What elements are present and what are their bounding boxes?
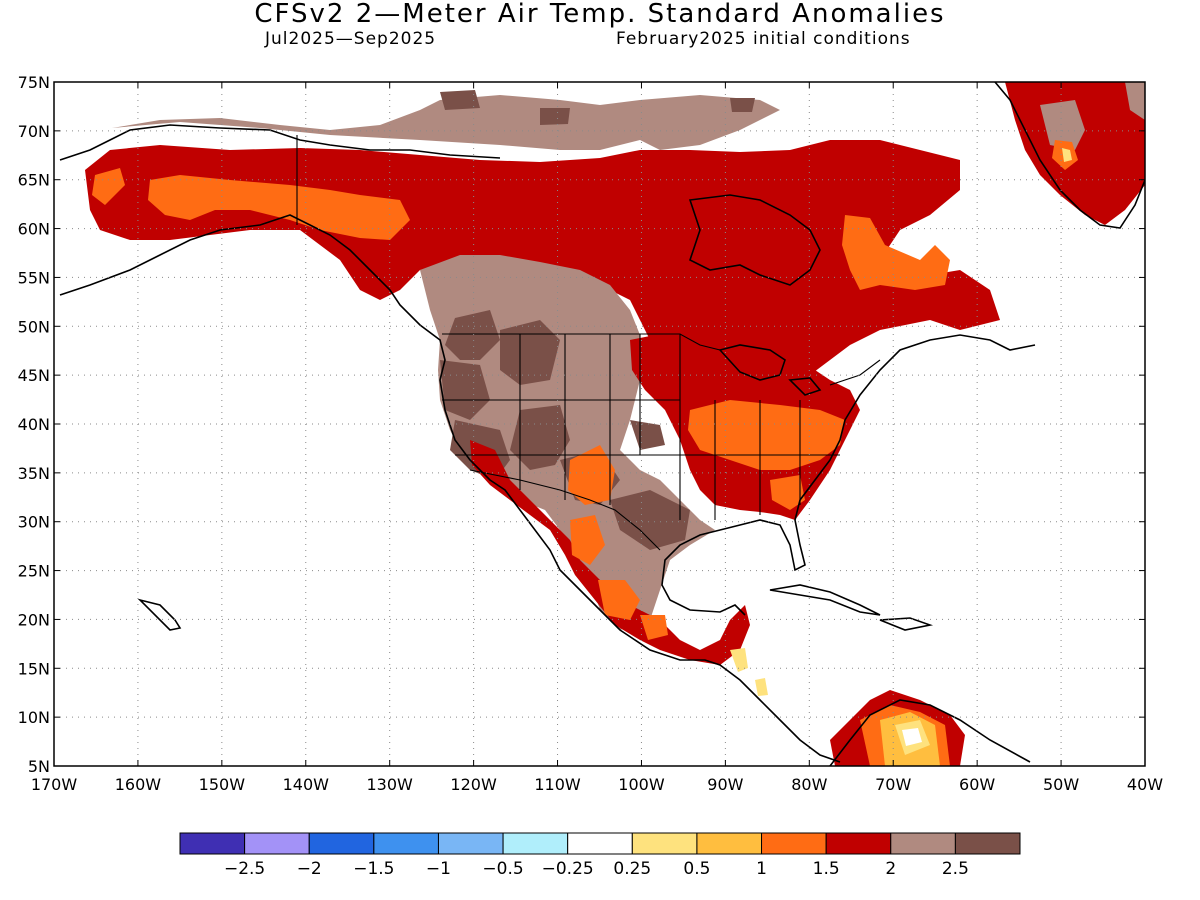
lon-label: 120W bbox=[450, 775, 497, 794]
lon-label: 80W bbox=[791, 775, 827, 794]
shade-sa-white bbox=[902, 728, 922, 746]
lat-label: 25N bbox=[18, 562, 50, 581]
coast-south-america bbox=[829, 699, 1031, 766]
lat-label: 75N bbox=[18, 73, 50, 92]
lon-label: 100W bbox=[618, 775, 665, 794]
coast-hispaniola bbox=[879, 617, 934, 631]
colorbar-label: −2 bbox=[297, 859, 322, 879]
lat-label: 40N bbox=[18, 415, 50, 434]
colorbar bbox=[179, 832, 1021, 855]
lat-label: 45N bbox=[18, 366, 50, 385]
colorbar-swatch bbox=[373, 832, 439, 855]
shade-greenland-yellow bbox=[1062, 148, 1072, 162]
colorbar-swatch bbox=[631, 832, 698, 855]
lat-label: 50N bbox=[18, 317, 50, 336]
coast-arctic bbox=[59, 124, 501, 161]
map-title: CFSv2 2—Meter Air Temp. Standard Anomali… bbox=[254, 0, 946, 29]
colorbar-label: −0.5 bbox=[482, 859, 523, 879]
colorbar-swatch bbox=[761, 832, 827, 855]
shade-arctic-brown bbox=[440, 90, 755, 125]
coastlines bbox=[59, 82, 1145, 766]
state-lines bbox=[442, 334, 840, 520]
colorbar-swatch bbox=[890, 832, 956, 855]
shade-greenland-taupe bbox=[1040, 82, 1145, 150]
anomaly-shading bbox=[85, 82, 1145, 766]
colorbar-swatch bbox=[244, 832, 310, 855]
coast-alaska bbox=[59, 214, 841, 763]
forecast-period: Jul2025—Sep2025 bbox=[265, 29, 437, 49]
lon-label: 90W bbox=[707, 775, 743, 794]
latitude-axis: 75N 70N 65N 60N 55N 50N 45N 40N 35N 30N 25N 20N 15N 1… bbox=[18, 73, 1145, 776]
lon-label: 170W bbox=[31, 775, 78, 794]
longitude-axis: 170W 160W 150W 140W 130W 120W 110W 100W 90W 80W 70… bbox=[31, 82, 1163, 794]
shade-central-america-yellow bbox=[730, 648, 768, 696]
border-us-canada bbox=[442, 333, 721, 351]
colorbar-label: 1 bbox=[756, 859, 767, 879]
colorbar-labels: −2.5 −2 −1.5 −1 −0.5 −0.25 0.25 0.5 1 1.5 2 2.5 bbox=[224, 859, 969, 879]
lat-label: 65N bbox=[18, 171, 50, 190]
colorbar-label: 0.25 bbox=[613, 859, 651, 879]
lon-label: 50W bbox=[1043, 775, 1079, 794]
lat-label: 15N bbox=[18, 659, 50, 678]
shade-arctic-taupe bbox=[112, 95, 780, 150]
colorbar-swatch bbox=[308, 832, 375, 855]
colorbar-label: 2.5 bbox=[942, 859, 969, 879]
lat-label: 10N bbox=[18, 708, 50, 727]
lon-label: 40W bbox=[1127, 775, 1163, 794]
lat-label: 30N bbox=[18, 513, 50, 532]
shade-mexico-red bbox=[470, 440, 750, 665]
lon-label: 70W bbox=[875, 775, 911, 794]
shade-southeast-orange bbox=[688, 400, 845, 470]
shade-quebec-orange bbox=[842, 215, 950, 290]
colorbar-label: −1.5 bbox=[353, 859, 394, 879]
coast-greenland bbox=[994, 82, 1145, 229]
colorbar-label: −1 bbox=[426, 859, 451, 879]
lat-label: 35N bbox=[18, 464, 50, 483]
lon-label: 110W bbox=[534, 775, 581, 794]
colorbar-swatch bbox=[567, 832, 633, 855]
lat-label: 20N bbox=[18, 610, 50, 629]
coast-hudson-bay bbox=[688, 194, 821, 286]
coast-hawaii bbox=[137, 598, 182, 631]
colorbar-swatch bbox=[825, 832, 892, 855]
coast-cuba bbox=[769, 584, 881, 616]
shade-carolina-orange bbox=[770, 475, 805, 510]
lon-label: 140W bbox=[283, 775, 330, 794]
lat-label: 55N bbox=[18, 268, 50, 287]
colorbar-swatch bbox=[502, 832, 569, 855]
colorbar-label: 2 bbox=[885, 859, 896, 879]
initial-conditions: February2025 initial conditions bbox=[616, 29, 911, 49]
coast-east bbox=[661, 334, 1036, 616]
political-borders bbox=[296, 135, 881, 551]
lat-label: 60N bbox=[18, 220, 50, 239]
lat-label: 5N bbox=[28, 757, 50, 776]
lat-label: 70N bbox=[18, 122, 50, 141]
colorbar-swatch bbox=[179, 832, 246, 855]
graticule bbox=[54, 82, 1145, 766]
colorbar-swatch bbox=[954, 832, 1021, 855]
coast-great-lakes bbox=[718, 344, 822, 396]
lon-label: 160W bbox=[115, 775, 162, 794]
colorbar-label: −0.25 bbox=[542, 859, 594, 879]
colorbar-label: −2.5 bbox=[224, 859, 265, 879]
lon-label: 150W bbox=[199, 775, 246, 794]
shade-alaska-orange bbox=[92, 168, 410, 240]
lon-label: 60W bbox=[959, 775, 995, 794]
colorbar-label: 1.5 bbox=[813, 859, 840, 879]
colorbar-swatch bbox=[696, 832, 763, 855]
border-us-canada-east bbox=[829, 359, 881, 386]
shade-mexico-orange bbox=[568, 445, 668, 640]
lon-label: 130W bbox=[367, 775, 414, 794]
colorbar-swatch bbox=[437, 832, 504, 855]
colorbar-label: 0.5 bbox=[683, 859, 710, 879]
